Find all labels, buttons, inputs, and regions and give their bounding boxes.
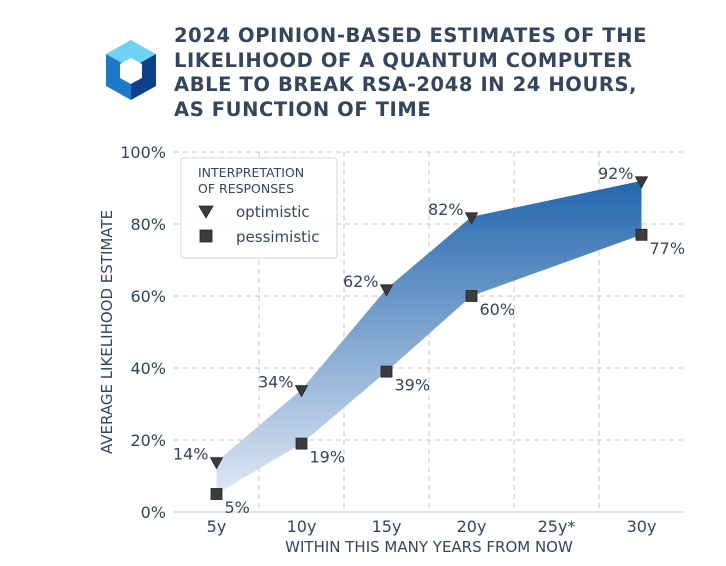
y-tick-label: 0% xyxy=(141,503,166,522)
legend: INTERPRETATION OF RESPONSES optimistic p… xyxy=(180,157,338,259)
optimistic-value-label: 92% xyxy=(598,164,634,183)
optimistic-marker xyxy=(209,457,224,470)
legend-title-line: OF RESPONSES xyxy=(198,181,294,196)
legend-pessimistic-label: pessimistic xyxy=(236,228,319,246)
legend-title-line: INTERPRETATION xyxy=(198,165,304,180)
chart-title-line: ABLE TO BREAK RSA-2048 IN 24 HOURS, xyxy=(174,73,638,96)
pessimistic-marker xyxy=(380,365,393,378)
x-tick-label: 5y xyxy=(207,517,227,536)
optimistic-marker xyxy=(379,284,394,297)
optimistic-value-label: 34% xyxy=(258,373,294,392)
y-tick-label: 100% xyxy=(120,143,166,162)
y-tick-label: 40% xyxy=(130,359,166,378)
chart-title-line: AS FUNCTION OF TIME xyxy=(174,97,432,121)
pessimistic-value-label: 77% xyxy=(650,239,686,258)
legend-pessimistic-marker xyxy=(199,229,213,243)
pessimistic-value-label: 19% xyxy=(310,448,346,467)
optimistic-value-label: 82% xyxy=(428,200,464,219)
pessimistic-marker xyxy=(635,228,648,241)
y-axis-title: AVERAGE LIKELIHOOD ESTIMATE xyxy=(98,210,116,454)
chart-title-line: 2024 OPINION-BASED ESTIMATES OF THE xyxy=(174,24,648,47)
y-tick-label: 20% xyxy=(130,431,166,450)
hexagon-cube-logo-icon xyxy=(106,40,156,100)
pessimistic-marker xyxy=(295,437,308,450)
pessimistic-marker xyxy=(210,488,223,500)
x-tick-label: 10y xyxy=(287,517,317,536)
pessimistic-value-label: 5% xyxy=(225,498,250,517)
data-marks: 14% 34% 62% 82% 92% 5% 19% 39% 60% 77% xyxy=(173,164,685,517)
axes: 0% 20% 40% 60% 80% 100% 5y 10y 15y 20y 25y* 30y WITH… xyxy=(98,143,684,556)
x-tick-label: 15y xyxy=(372,517,402,536)
pessimistic-marker xyxy=(465,290,478,302)
optimistic-marker xyxy=(634,176,649,189)
likelihood-range-band xyxy=(216,180,642,495)
y-tick-label: 80% xyxy=(130,215,166,234)
optimistic-marker xyxy=(294,385,309,398)
pessimistic-value-label: 39% xyxy=(395,376,431,395)
chart-title-line: LIKELIHOOD OF A QUANTUM COMPUTER xyxy=(174,48,633,72)
x-tick-label: 25y* xyxy=(538,517,576,536)
pessimistic-value-label: 60% xyxy=(480,300,516,319)
optimistic-value-label: 14% xyxy=(173,445,209,464)
optimistic-marker xyxy=(464,212,479,225)
legend-optimistic-marker xyxy=(198,205,214,219)
legend-box xyxy=(180,157,338,259)
x-tick-label: 30y xyxy=(627,517,657,536)
legend-optimistic-label: optimistic xyxy=(236,203,310,221)
x-tick-label: 20y xyxy=(457,517,487,536)
optimistic-value-label: 62% xyxy=(343,272,379,291)
x-axis-title: WITHIN THIS MANY YEARS FROM NOW xyxy=(285,538,573,556)
chart-title: 2024 OPINION-BASED ESTIMATES OF THE LIKE… xyxy=(174,24,714,122)
y-tick-label: 60% xyxy=(130,287,166,306)
